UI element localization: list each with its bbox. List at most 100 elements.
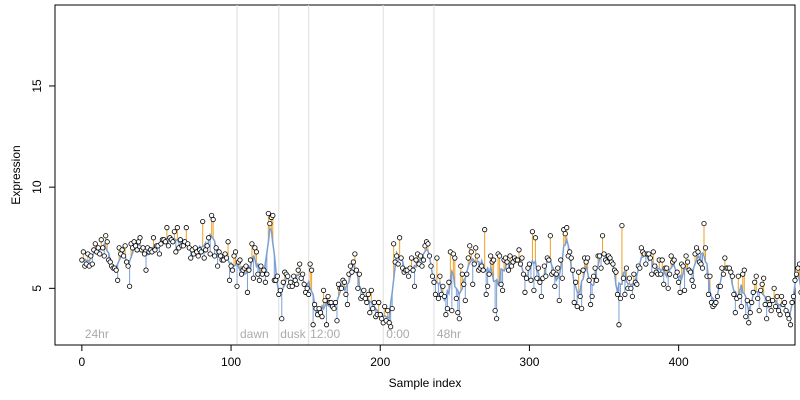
data-point xyxy=(171,229,177,235)
data-point xyxy=(453,295,459,302)
data-point xyxy=(558,257,564,263)
data-point xyxy=(626,275,632,281)
data-point xyxy=(598,265,604,271)
data-point xyxy=(101,253,107,259)
data-point xyxy=(543,273,549,279)
data-point xyxy=(690,283,697,289)
data-point xyxy=(687,269,694,275)
data-point xyxy=(443,312,449,318)
data-point xyxy=(459,271,465,277)
data-point xyxy=(188,255,194,261)
data-point xyxy=(343,291,349,298)
data-point xyxy=(256,277,262,283)
data-point xyxy=(341,279,348,285)
data-point xyxy=(568,255,574,261)
data-point xyxy=(310,322,316,328)
data-point xyxy=(95,245,101,251)
data-point xyxy=(523,275,530,281)
data-point xyxy=(773,303,779,310)
data-point xyxy=(681,287,688,293)
data-point xyxy=(285,273,291,279)
data-point xyxy=(676,279,682,285)
data-point xyxy=(659,257,665,263)
data-point xyxy=(261,267,267,273)
data-point xyxy=(534,275,540,281)
data-point xyxy=(701,220,707,227)
data-point xyxy=(777,312,783,318)
data-point xyxy=(334,318,340,324)
data-point xyxy=(617,295,624,302)
data-point xyxy=(778,293,785,300)
data-point xyxy=(250,275,257,281)
data-point xyxy=(789,299,795,306)
data-point xyxy=(480,267,486,273)
data-point xyxy=(604,259,610,265)
data-point xyxy=(364,299,370,306)
data-point xyxy=(713,299,719,306)
data-point xyxy=(738,303,744,310)
data-point xyxy=(352,251,358,257)
data-point xyxy=(771,285,777,291)
data-point xyxy=(564,225,570,231)
data-point xyxy=(781,299,788,306)
data-point xyxy=(532,235,539,241)
data-point xyxy=(323,322,330,328)
data-point xyxy=(516,247,522,253)
data-point xyxy=(223,255,230,261)
data-point xyxy=(210,216,216,223)
data-point xyxy=(567,249,573,255)
data-point xyxy=(562,231,568,237)
phase-annotations: 24hr dawn dusk 12:00 0:00 48hr xyxy=(85,327,461,341)
data-point xyxy=(397,235,403,241)
data-point xyxy=(631,271,637,277)
data-point xyxy=(195,253,201,259)
data-point xyxy=(394,253,400,259)
data-point xyxy=(249,241,255,247)
data-point xyxy=(643,261,649,267)
data-point xyxy=(104,239,110,245)
data-point xyxy=(613,269,619,275)
data-point xyxy=(262,279,268,285)
x-axis: 0 100 200 300 400 xyxy=(79,344,689,369)
data-point xyxy=(365,291,371,298)
data-point xyxy=(391,241,397,247)
data-point xyxy=(295,267,301,273)
data-point xyxy=(456,316,462,322)
data-point xyxy=(353,267,359,273)
data-point xyxy=(398,255,404,261)
data-point xyxy=(494,316,500,322)
data-point xyxy=(201,255,207,261)
phase-annotation: 48hr xyxy=(437,327,461,341)
data-point xyxy=(435,295,442,302)
data-point xyxy=(649,271,655,277)
data-point xyxy=(100,245,106,251)
data-point xyxy=(620,275,627,281)
data-point xyxy=(492,307,498,314)
data-point xyxy=(349,269,355,275)
data-point xyxy=(556,297,562,304)
y-tick-label: 5 xyxy=(30,285,44,292)
data-point xyxy=(164,225,170,231)
data-point xyxy=(717,283,724,289)
phase-annotation: 24hr xyxy=(85,327,109,341)
data-point xyxy=(319,314,325,320)
data-point xyxy=(505,267,512,273)
data-point xyxy=(677,289,683,295)
phase-annotation: dawn xyxy=(240,327,269,341)
data-point xyxy=(790,293,797,300)
data-point xyxy=(796,261,800,267)
data-point xyxy=(449,307,455,314)
data-point xyxy=(746,320,752,326)
data-point xyxy=(464,271,470,277)
data-point xyxy=(270,212,276,219)
data-point xyxy=(541,263,547,269)
x-tick-label: 100 xyxy=(221,355,241,369)
data-point xyxy=(665,285,671,291)
data-point xyxy=(425,241,431,247)
data-point xyxy=(793,271,800,277)
data-point xyxy=(320,287,327,293)
data-point xyxy=(134,247,140,253)
data-point xyxy=(420,257,427,263)
data-point xyxy=(88,253,94,259)
data-point xyxy=(274,273,280,279)
